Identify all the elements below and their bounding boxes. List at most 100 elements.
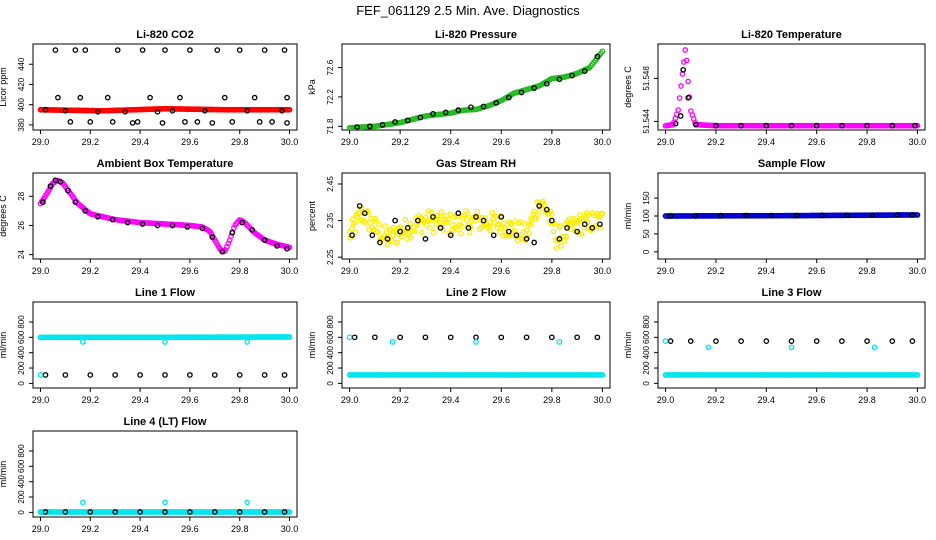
data-point bbox=[463, 217, 470, 223]
x-tick-label: 30.0 bbox=[594, 266, 612, 276]
data-point bbox=[551, 220, 558, 227]
data-point bbox=[249, 226, 256, 233]
data-point bbox=[139, 47, 146, 53]
data-point bbox=[569, 72, 575, 79]
data-point bbox=[422, 236, 429, 242]
plot-frame bbox=[32, 301, 298, 389]
data-point bbox=[162, 509, 168, 515]
y-axis-label: ml/min bbox=[623, 332, 633, 359]
data-point bbox=[437, 225, 444, 231]
data-point bbox=[543, 80, 550, 87]
series-pressure-hourly- bbox=[354, 53, 601, 130]
data-point bbox=[556, 76, 563, 83]
data-point bbox=[384, 236, 391, 242]
plot-frame bbox=[341, 301, 611, 389]
x-tick-label: 29.2 bbox=[391, 137, 409, 147]
series-rh-hourly- bbox=[349, 203, 603, 246]
data-point bbox=[490, 232, 497, 239]
data-point bbox=[87, 509, 94, 515]
data-point bbox=[498, 334, 505, 341]
x-tick-label: 29.2 bbox=[82, 266, 100, 276]
data-point bbox=[556, 339, 563, 345]
data-point bbox=[279, 107, 285, 114]
x-tick-label: 29.2 bbox=[707, 395, 725, 405]
data-point bbox=[581, 221, 588, 228]
data-point bbox=[839, 122, 845, 129]
series-temperature-2-5-min- bbox=[662, 47, 921, 129]
y-tick-label: 24 bbox=[17, 250, 26, 259]
data-point bbox=[433, 221, 440, 228]
plot-frame bbox=[657, 301, 926, 389]
data-layer bbox=[37, 47, 293, 126]
data-point bbox=[553, 244, 560, 251]
y-tick-label: 600 bbox=[17, 459, 26, 473]
plot-frame bbox=[32, 43, 298, 131]
series-line-4-flow-2-5-min- bbox=[37, 509, 293, 515]
y-tick-label: 400 bbox=[17, 97, 26, 111]
data-point bbox=[365, 209, 371, 216]
data-point bbox=[445, 216, 452, 223]
data-point bbox=[379, 122, 386, 128]
y-tick-label: 200 bbox=[326, 361, 335, 375]
data-point bbox=[682, 47, 689, 53]
data-point bbox=[154, 108, 161, 115]
data-point bbox=[284, 120, 290, 126]
x-tick-label: 30.0 bbox=[909, 137, 927, 147]
data-point bbox=[466, 229, 473, 236]
data-point bbox=[424, 218, 431, 225]
y-tick-label: 600 bbox=[326, 330, 335, 344]
data-point bbox=[219, 248, 226, 255]
x-tick-label: 30.0 bbox=[594, 395, 612, 405]
data-point bbox=[94, 213, 101, 220]
data-point bbox=[261, 509, 268, 515]
data-point bbox=[162, 47, 168, 53]
data-point bbox=[137, 509, 143, 515]
plot-frame bbox=[32, 172, 298, 260]
data-point bbox=[211, 509, 218, 515]
data-point bbox=[594, 53, 601, 60]
data-point bbox=[134, 119, 141, 125]
x-tick-label: 29.8 bbox=[543, 137, 561, 147]
data-point bbox=[284, 245, 290, 252]
data-point bbox=[201, 107, 208, 114]
data-point bbox=[487, 228, 494, 234]
data-point bbox=[40, 199, 46, 206]
data-point bbox=[713, 122, 719, 129]
y-tick-label: 28 bbox=[17, 191, 26, 200]
y-tick-label: 72.6 bbox=[326, 59, 335, 75]
x-tick-label: 29.2 bbox=[391, 266, 409, 276]
x-tick-label: 29.4 bbox=[758, 395, 776, 405]
series-line-1-flow-dips- bbox=[37, 339, 251, 378]
y-tick-label: 800 bbox=[17, 315, 26, 329]
data-point bbox=[199, 225, 206, 232]
x-tick-label: 29.6 bbox=[181, 395, 199, 405]
data-point bbox=[55, 94, 61, 101]
data-point bbox=[871, 344, 878, 351]
y-tick-label: 71.8 bbox=[326, 118, 335, 134]
data-point bbox=[281, 509, 288, 515]
data-point bbox=[114, 47, 121, 53]
data-point bbox=[354, 124, 361, 130]
data-point bbox=[738, 338, 744, 345]
x-tick-label: 29.6 bbox=[808, 395, 826, 405]
y-tick-label: 400 bbox=[326, 345, 335, 359]
plot-frame bbox=[32, 430, 298, 518]
x-tick-label: 29.6 bbox=[808, 137, 826, 147]
data-point bbox=[404, 117, 411, 124]
data-point bbox=[376, 221, 382, 228]
y-tick-label: 2.25 bbox=[326, 249, 335, 265]
data-point bbox=[788, 338, 795, 345]
data-point bbox=[662, 338, 669, 345]
series-line-2-flow-2-5-min- bbox=[346, 372, 606, 378]
data-point bbox=[718, 212, 724, 219]
series-rh-2-5-min- bbox=[346, 198, 606, 251]
series-box-temp-hourly- bbox=[40, 177, 290, 255]
data-point bbox=[67, 119, 74, 125]
data-point bbox=[912, 122, 918, 129]
data-point bbox=[894, 212, 901, 218]
data-point bbox=[389, 232, 396, 239]
chart-title: Li-820 Pressure bbox=[435, 29, 517, 41]
data-point bbox=[430, 229, 437, 236]
data-point bbox=[473, 334, 479, 341]
